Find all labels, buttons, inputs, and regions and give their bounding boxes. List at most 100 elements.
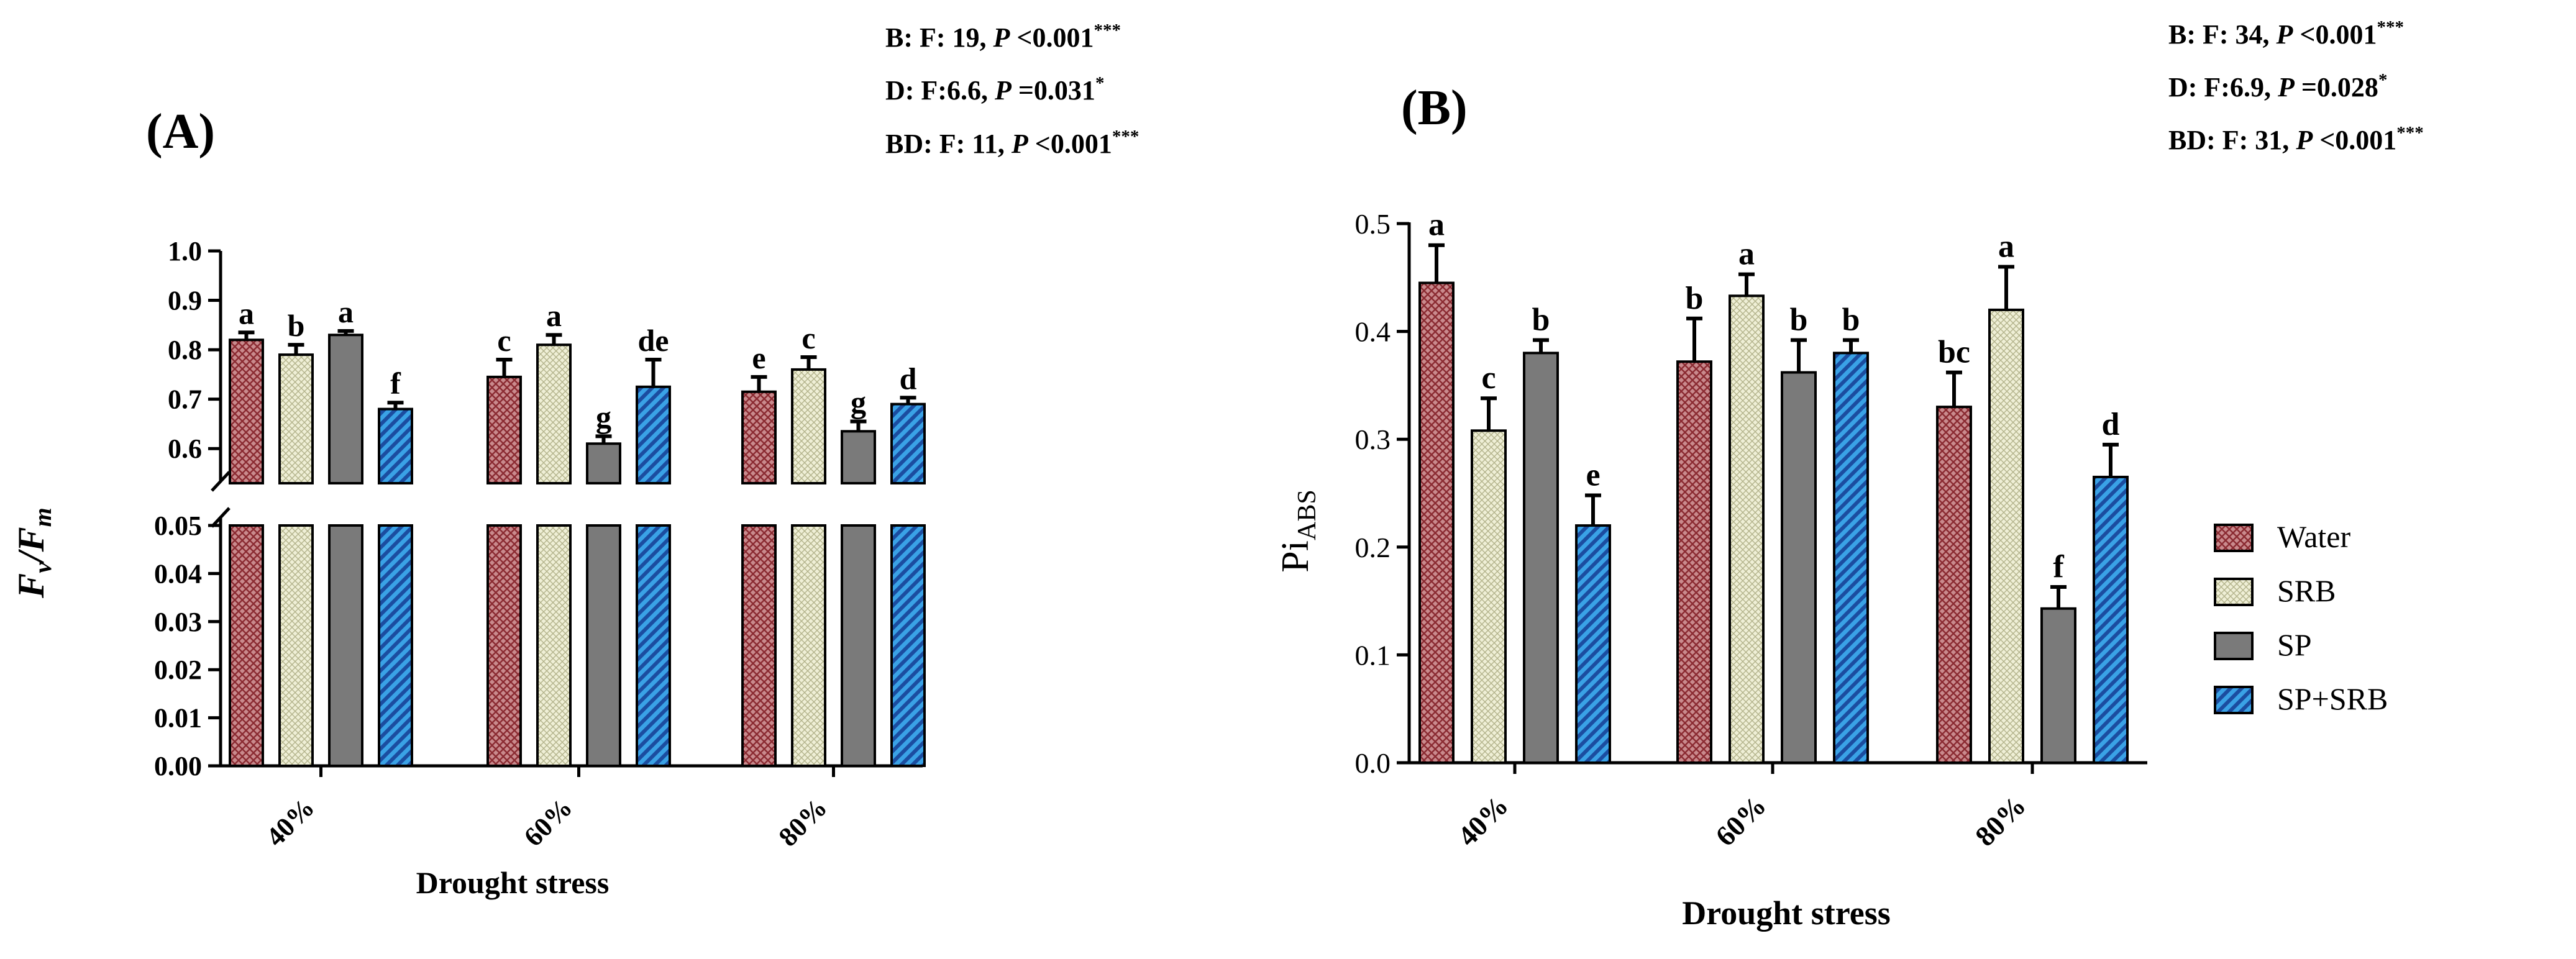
panel-b-bar-40-sp-letter: b	[1532, 302, 1550, 337]
panel-a-lower-tick-label: 0.04	[154, 558, 202, 589]
panel-b-bar-80-sp	[2040, 607, 2076, 765]
panel-a-bar-80-srb-upper	[791, 368, 826, 485]
panel-b-x-axis-label: Drought stress	[1682, 894, 1891, 932]
panel-b-group-80: bc a f d	[1936, 229, 2129, 765]
panel-b: (B) B: F: 34, P <0.001*** D: F:6.9, P =0…	[1274, 17, 2424, 932]
panel-b-stat-1: B: F: 34, P <0.001***	[2168, 17, 2404, 50]
panel-a-bar-60-sp-srb-letter: de	[638, 323, 669, 358]
panel-a-upper-tick-label: 0.9	[168, 286, 202, 316]
panel-a-group-60: ca g de	[486, 298, 671, 767]
panel-b-tick-label: 0.3	[1355, 424, 1391, 455]
panel-a-bar-60-water-upper	[486, 375, 522, 484]
panel-a-bar-40-sp-srb-letter: f	[390, 366, 401, 401]
panel-a-label: (A)	[146, 104, 215, 159]
panel-a-bar-80-sp-srb-lower	[890, 524, 926, 767]
panel-b-y-ticks: 0.0 0.1 0.2 0.3 0.4 0.5	[1355, 208, 1409, 779]
panel-b-bar-80-water	[1936, 406, 1972, 764]
panel-b-bar-60-sp-srb-letter: b	[1842, 302, 1860, 337]
panel-a-bar-60-sp-letter: g	[596, 399, 611, 434]
legend: Water SRB SP SP+SRB	[2214, 519, 2388, 716]
panel-b-bar-40-srb	[1471, 429, 1507, 764]
panel-b-tick-label: 0.2	[1355, 532, 1391, 563]
panel-a-lower-tick-label: 0.02	[154, 655, 202, 685]
panel-b-x-tick-label: 40%	[1451, 789, 1514, 852]
panel-a-x-ticks: 40% 60% 80%	[260, 766, 835, 852]
panel-b-bar-40-srb-letter: c	[1481, 360, 1496, 396]
panel-a-bar-80-sp-letter: g	[851, 384, 866, 419]
panel-a-lower-tick-label: 0.00	[154, 751, 202, 781]
panel-a-lower-ticks: 0.00 0.01 0.02 0.03 0.04 0.05	[154, 511, 221, 781]
legend-label-water: Water	[2277, 519, 2350, 554]
panel-a-upper-tick-label: 0.8	[168, 335, 202, 365]
panel-a-bar-60-srb-lower	[536, 524, 572, 767]
panel-a-upper-tick-label: 0.7	[168, 384, 202, 415]
panel-b-bar-40-sp	[1523, 352, 1559, 764]
legend-item-srb: SRB	[2214, 573, 2336, 608]
panel-b-bar-40-sp-srb-letter: e	[1586, 457, 1600, 493]
panel-a-bar-40-sp-upper	[328, 334, 363, 484]
panel-a-bar-80-water-upper	[741, 390, 777, 484]
panel-a-bar-40-sp-srb-upper	[378, 407, 413, 484]
panel-a-bar-60-sp-upper	[586, 442, 621, 484]
panel-a-upper-tick-label: 1.0	[168, 236, 202, 266]
panel-a-group-80: e c gd	[741, 320, 926, 767]
panel-b-bar-40-sp-srb	[1575, 524, 1611, 765]
panel-a-bar-60-srb-letter: a	[546, 298, 562, 333]
panel-a-bar-80-sp-lower	[841, 524, 876, 767]
panel-a-x-axis-label: Drought stress	[416, 865, 610, 900]
panel-b-x-ticks: 40% 60% 80%	[1451, 763, 2034, 852]
panel-a-bar-80-water-lower	[741, 524, 777, 767]
panel-a-bar-80-water-letter: e	[752, 340, 765, 375]
panel-a-lower-tick-label: 0.05	[154, 511, 202, 541]
panel-b-x-tick-label: 80%	[1969, 789, 2032, 852]
panel-b-axes	[1407, 222, 2147, 765]
panel-a-bar-80-srb-lower	[791, 524, 826, 767]
panel-a-bar-40-sp-letter: a	[338, 294, 354, 329]
panel-b-tick-label: 0.4	[1355, 316, 1391, 348]
panel-a-bar-40-water-upper	[229, 339, 264, 485]
panel-b-bar-60-water	[1676, 360, 1712, 764]
panel-a-bar-60-water-letter: c	[497, 323, 511, 358]
legend-item-sp-srb: SP+SRB	[2214, 681, 2388, 716]
legend-swatch-srb	[2214, 578, 2254, 606]
legend-label-sp-srb: SP+SRB	[2277, 681, 2388, 716]
legend-item-water: Water	[2214, 519, 2350, 554]
panel-a-break-mark-upper	[211, 471, 231, 492]
legend-swatch-sp	[2214, 632, 2254, 660]
legend-swatch-sp-srb	[2214, 686, 2254, 714]
legend-label-sp: SP	[2277, 627, 2312, 662]
panel-b-label: (B)	[1401, 81, 1468, 135]
panel-a: (A) B: F: 19, P <0.001*** D: F:6.6, P =0…	[11, 20, 1139, 900]
panel-b-bar-80-sp-srb-letter: d	[2102, 407, 2120, 442]
panel-b-stats: B: F: 34, P <0.001*** D: F:6.9, P =0.028…	[2168, 17, 2424, 155]
panel-a-break-mark-lower	[211, 507, 231, 528]
panel-a-bar-80-sp-upper	[841, 430, 876, 485]
panel-a-bar-40-sp-srb-lower	[378, 524, 413, 767]
panel-a-stat-2: D: F:6.6, P =0.031*	[885, 73, 1104, 106]
panel-b-tick-label: 0.5	[1355, 208, 1391, 240]
panel-b-bar-80-water-letter: bc	[1938, 335, 1970, 370]
panel-b-tick-label: 0.1	[1355, 639, 1391, 671]
panel-a-upper-tick-label: 0.6	[168, 434, 202, 464]
panel-a-bar-80-srb-letter: c	[802, 320, 815, 355]
panel-b-bar-60-srb	[1729, 294, 1765, 764]
legend-label-srb: SRB	[2277, 573, 2336, 608]
panel-a-bar-60-water-lower	[486, 524, 522, 767]
panel-a-bar-60-srb-upper	[536, 343, 572, 485]
panel-b-bar-60-srb-letter: a	[1738, 237, 1755, 272]
panel-b-bar-60-sp-srb	[1833, 352, 1869, 764]
panel-a-lower-tick-label: 0.03	[154, 607, 202, 637]
panel-b-bar-80-srb-letter: a	[1998, 229, 2014, 264]
panel-a-bar-40-srb-lower	[278, 524, 314, 767]
panel-b-bar-60-sp-letter: b	[1790, 302, 1808, 337]
panel-a-bar-60-sp-srb-lower	[636, 524, 671, 767]
panel-b-x-tick-label: 60%	[1709, 789, 1772, 852]
panel-a-bar-80-sp-srb-letter: d	[900, 361, 917, 396]
panel-b-group-60: bab b	[1676, 237, 1869, 764]
panel-a-stats: B: F: 19, P <0.001*** D: F:6.6, P =0.031…	[885, 20, 1139, 159]
panel-b-tick-label: 0.0	[1355, 747, 1391, 779]
panel-a-bar-40-sp-lower	[328, 524, 363, 767]
